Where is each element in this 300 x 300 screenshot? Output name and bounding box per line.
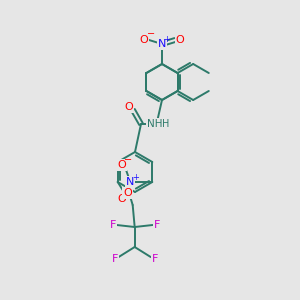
- Text: O: O: [124, 102, 134, 112]
- Text: +: +: [164, 34, 170, 43]
- Text: H: H: [162, 119, 170, 129]
- Text: O: O: [117, 194, 126, 204]
- Text: −: −: [124, 155, 132, 165]
- Text: N: N: [158, 39, 166, 49]
- Text: F: F: [154, 220, 160, 230]
- Text: O: O: [140, 35, 148, 45]
- Text: NH: NH: [147, 119, 163, 129]
- Text: +: +: [132, 172, 139, 182]
- Text: F: F: [152, 254, 158, 264]
- Text: O: O: [123, 188, 132, 198]
- Text: O: O: [176, 35, 184, 45]
- Text: F: F: [110, 220, 116, 230]
- Text: N: N: [126, 177, 134, 187]
- Text: O: O: [117, 160, 126, 170]
- Text: −: −: [147, 29, 155, 39]
- Text: F: F: [112, 254, 118, 264]
